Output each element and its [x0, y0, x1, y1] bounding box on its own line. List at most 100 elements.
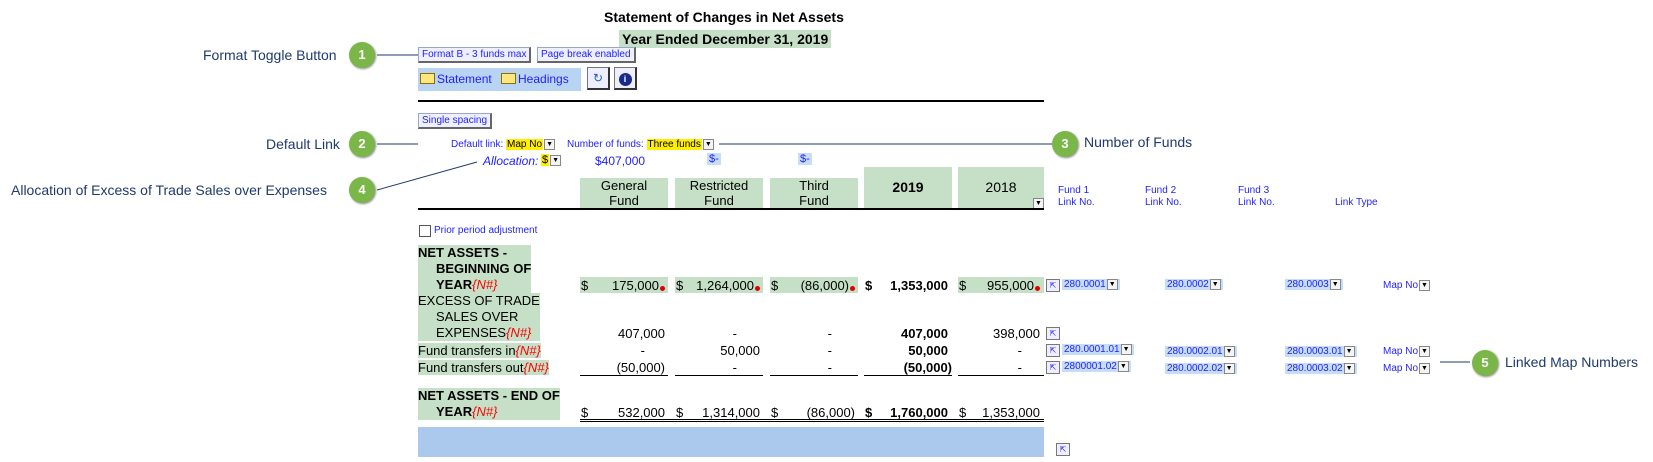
bottom-input-bar[interactable] — [418, 427, 1044, 457]
link-fund1-transfers-out[interactable]: 2800001.02 ▼ — [1062, 361, 1131, 373]
total-double-underline — [580, 404, 1044, 422]
currency-symbol: $ — [865, 405, 873, 420]
spacing-button[interactable]: Single spacing — [418, 113, 493, 129]
value-beginning-fund3[interactable]: (86,000) — [785, 278, 855, 293]
number-of-funds-value: Three funds — [646, 139, 702, 151]
default-link-selector[interactable]: Default link: Map No ▼ — [451, 139, 556, 151]
link-fund2-beginning[interactable]: 280.0002 ▼ — [1165, 279, 1223, 291]
link-fund3-transfers-in[interactable]: 280.0003.01 ▼ — [1285, 346, 1357, 358]
link-fund2-transfers-out[interactable]: 280.0002.02 ▼ — [1165, 363, 1237, 375]
report-title: Statement of Changes in Net Assets — [604, 9, 844, 25]
value-transfers-out-fund2: - — [675, 360, 763, 376]
chevron-down-icon: ▼ — [1343, 363, 1355, 374]
info-icon[interactable]: i — [614, 67, 637, 90]
statement-link[interactable]: Statement — [420, 72, 492, 86]
callout-badge-3: 3 — [1052, 131, 1078, 157]
chevron-down-icon: ▼ — [1117, 361, 1129, 372]
folder-icon — [420, 73, 435, 84]
value-ending-fund2: 1,314,000 — [702, 405, 760, 420]
link-fund1-beginning[interactable]: 280.0001 ▼ — [1062, 279, 1120, 291]
page-break-button[interactable]: Page break enabled — [537, 47, 636, 63]
link-type-beginning[interactable]: Map No ▼ — [1383, 280, 1431, 291]
navigation-toolbar: Statement Headings — [418, 68, 581, 91]
chevron-down-icon: ▼ — [1419, 346, 1431, 357]
column-header-fund3: Third Fund — [770, 178, 858, 208]
chevron-down-icon: ▼ — [1343, 346, 1355, 357]
link-fund3-transfers-out[interactable]: 280.0003.02 ▼ — [1285, 363, 1357, 375]
folder-icon — [501, 73, 516, 84]
report-period: Year Ended December 31, 2019 — [619, 30, 832, 48]
currency-symbol: $ — [581, 278, 589, 293]
link-picker-icon[interactable]: ⇱ — [1046, 361, 1060, 374]
cell-bg — [770, 277, 858, 293]
value-beginning-prior[interactable]: 955,000 — [972, 278, 1040, 293]
value-beginning-fund1[interactable]: 175,000 — [595, 278, 665, 293]
value-beginning-fund2[interactable]: 1,264,000 — [690, 278, 760, 293]
value-excess-fund3: - — [827, 326, 832, 341]
allocation-fund2[interactable]: $- — [707, 153, 721, 165]
value-excess-total: 407,000 — [901, 326, 948, 341]
value-excess-fund1: 407,000 — [618, 326, 665, 341]
cell-bg — [958, 277, 1044, 293]
annotation-text-2: Default Link — [266, 136, 340, 152]
chevron-down-icon: ▼ — [1223, 346, 1235, 357]
allocation-fund3[interactable]: $- — [798, 153, 812, 165]
header-underline — [418, 208, 1044, 210]
chevron-down-icon[interactable]: ▼ — [544, 139, 556, 150]
annotation-text-3: Number of Funds — [1084, 134, 1193, 150]
chevron-down-icon: ▼ — [1419, 280, 1431, 291]
currency-symbol: $ — [959, 278, 967, 293]
link-picker-icon[interactable]: ⇱ — [1046, 344, 1060, 357]
callout-badge-4: 4 — [349, 177, 375, 203]
value-transfers-in-fund3: - — [827, 343, 832, 358]
currency-symbol: $ — [771, 278, 779, 293]
link-fund2-transfers-in[interactable]: 280.0002.01 ▼ — [1165, 346, 1237, 358]
cell-bg — [675, 277, 763, 293]
number-of-funds-selector[interactable]: Number of funds: Three funds ▼ — [567, 139, 714, 151]
allocation-label: Allocation: — [483, 154, 539, 168]
format-toggle-button[interactable]: Format B - 3 funds max — [418, 47, 532, 63]
annotation-text-1: Format Toggle Button — [203, 47, 337, 63]
chevron-down-icon: ▼ — [1329, 279, 1341, 290]
callout-badge-5: 5 — [1472, 350, 1498, 376]
link-picker-icon[interactable]: ⇱ — [1046, 327, 1060, 340]
value-transfers-out-total: (50,000) — [864, 360, 952, 376]
row-label-transfers-out: Fund transfers out{N#} — [418, 360, 549, 375]
headings-link[interactable]: Headings — [501, 72, 569, 86]
currency-symbol: $ — [865, 278, 873, 293]
value-beginning-total: 1,353,000 — [890, 278, 948, 293]
link-picker-icon[interactable]: ⇱ — [1046, 279, 1060, 292]
currency-symbol: $ — [771, 405, 779, 420]
value-ending-fund1: 532,000 — [618, 405, 665, 420]
currency-symbol: $ — [581, 405, 589, 420]
refresh-icon[interactable]: ↻ — [587, 67, 610, 90]
default-link-value: Map No — [506, 139, 544, 151]
link-type-transfers-out[interactable]: Map No ▼ — [1383, 363, 1431, 374]
value-ending-fund3: (86,000) — [806, 405, 855, 420]
row-label-beginning: NET ASSETS - BEGINNING OF YEAR{N#} — [418, 245, 532, 293]
link-picker-icon[interactable]: ⇱ — [1056, 443, 1070, 456]
value-excess-prior: 398,000 — [993, 326, 1040, 341]
value-ending-total: 1,760,000 — [890, 405, 948, 420]
value-transfers-in-fund2: 50,000 — [720, 343, 760, 358]
link-header-fund2: Fund 2 Link No. — [1145, 185, 1182, 208]
column-header-prior-year: 2018 — [958, 167, 1044, 208]
chevron-down-icon: ▼ — [1209, 279, 1221, 290]
chevron-down-icon[interactable]: ▼ — [702, 139, 714, 150]
prior-period-checkbox[interactable] — [419, 225, 431, 237]
value-transfers-out-prior: - — [958, 360, 1044, 376]
link-header-fund1: Fund 1 Link No. — [1058, 185, 1095, 208]
link-fund3-beginning[interactable]: 280.0003 ▼ — [1285, 279, 1343, 291]
allocation-currency-selector[interactable]: $ ▼ — [541, 154, 562, 166]
link-header-fund3: Fund 3 Link No. — [1238, 185, 1275, 208]
annotation-text-5: Linked Map Numbers — [1505, 354, 1639, 370]
section-divider — [418, 100, 1044, 102]
link-fund1-transfers-in[interactable]: 280.0001.01 ▼ — [1062, 344, 1134, 356]
chevron-down-icon[interactable]: ▼ — [550, 154, 562, 166]
annotation-text-4: Allocation of Excess of Trade Sales over… — [11, 182, 327, 198]
value-transfers-in-fund1: - — [640, 343, 645, 358]
column-header-fund1: General Fund — [580, 178, 668, 208]
chevron-down-icon: ▼ — [1120, 344, 1132, 355]
value-ending-prior: 1,353,000 — [982, 405, 1040, 420]
link-type-transfers-in[interactable]: Map No ▼ — [1383, 346, 1431, 357]
